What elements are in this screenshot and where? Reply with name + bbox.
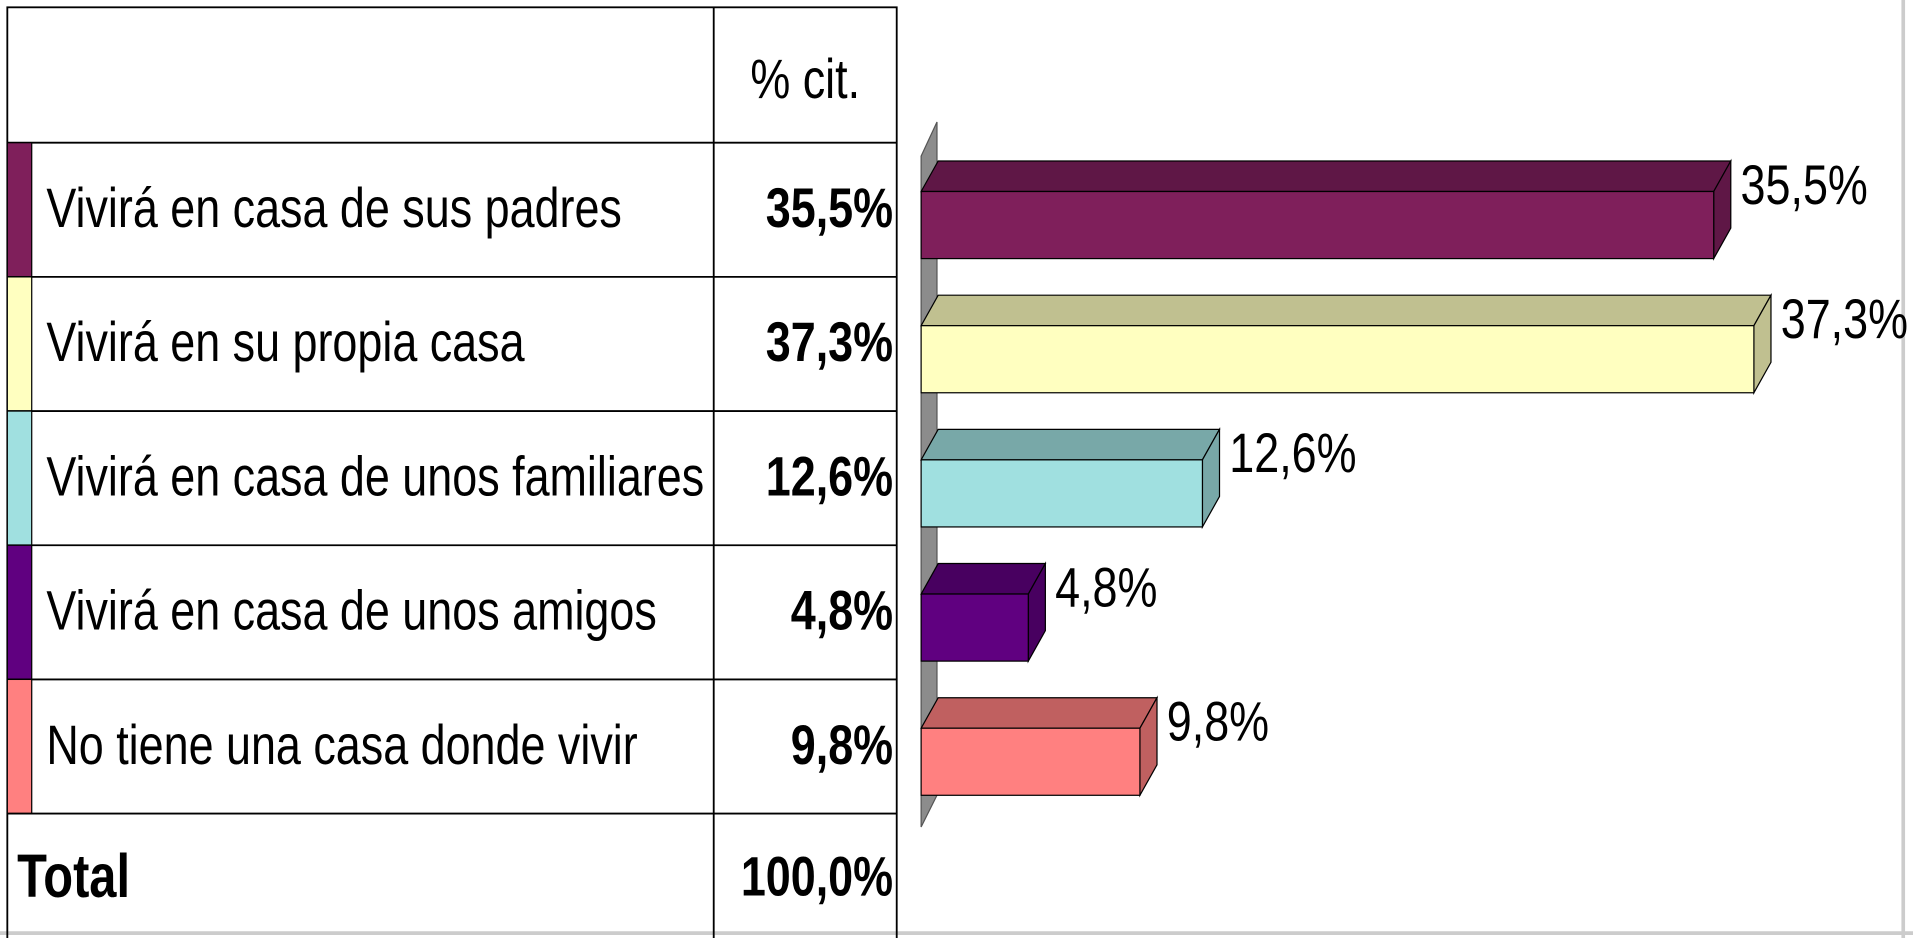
- bar: [920, 190, 1715, 260]
- row-label: Vivirá en casa de unos familiares: [46, 445, 704, 508]
- row-swatch: [6, 142, 33, 278]
- row-label: Vivirá en su propia casa: [46, 310, 525, 373]
- data-label: 35,5%: [1741, 153, 1868, 216]
- data-label: 12,6%: [1229, 421, 1356, 484]
- row-swatch: [6, 678, 33, 815]
- row-value: 12,6%: [766, 445, 893, 508]
- bar: [920, 593, 1029, 662]
- row-value: 35,5%: [766, 176, 893, 239]
- total-label: Total: [17, 842, 130, 910]
- row-swatch: [6, 276, 33, 412]
- row-value: 9,8%: [791, 713, 893, 776]
- bar-top: [920, 697, 1159, 729]
- bar: [920, 459, 1204, 528]
- row-swatch: [6, 410, 33, 546]
- column-header: % cit.: [750, 47, 860, 110]
- row-label: Vivirá en casa de unos amigos: [46, 579, 656, 642]
- row-label: No tiene una casa donde vivir: [46, 713, 637, 776]
- row-value: 37,3%: [766, 310, 893, 373]
- data-label: 37,3%: [1781, 287, 1908, 350]
- bar: [920, 325, 1755, 394]
- bar-top: [920, 160, 1732, 193]
- bar-top: [920, 562, 1047, 595]
- row-swatch: [6, 544, 33, 681]
- row-label: Vivirá en casa de sus padres: [46, 176, 622, 239]
- data-label: 4,8%: [1055, 556, 1157, 619]
- total-value: 100,0%: [741, 845, 893, 908]
- row-value: 4,8%: [791, 579, 893, 642]
- bar: [920, 727, 1141, 796]
- bar-top: [920, 428, 1221, 461]
- bar-top: [920, 294, 1773, 327]
- data-label: 9,8%: [1167, 690, 1269, 753]
